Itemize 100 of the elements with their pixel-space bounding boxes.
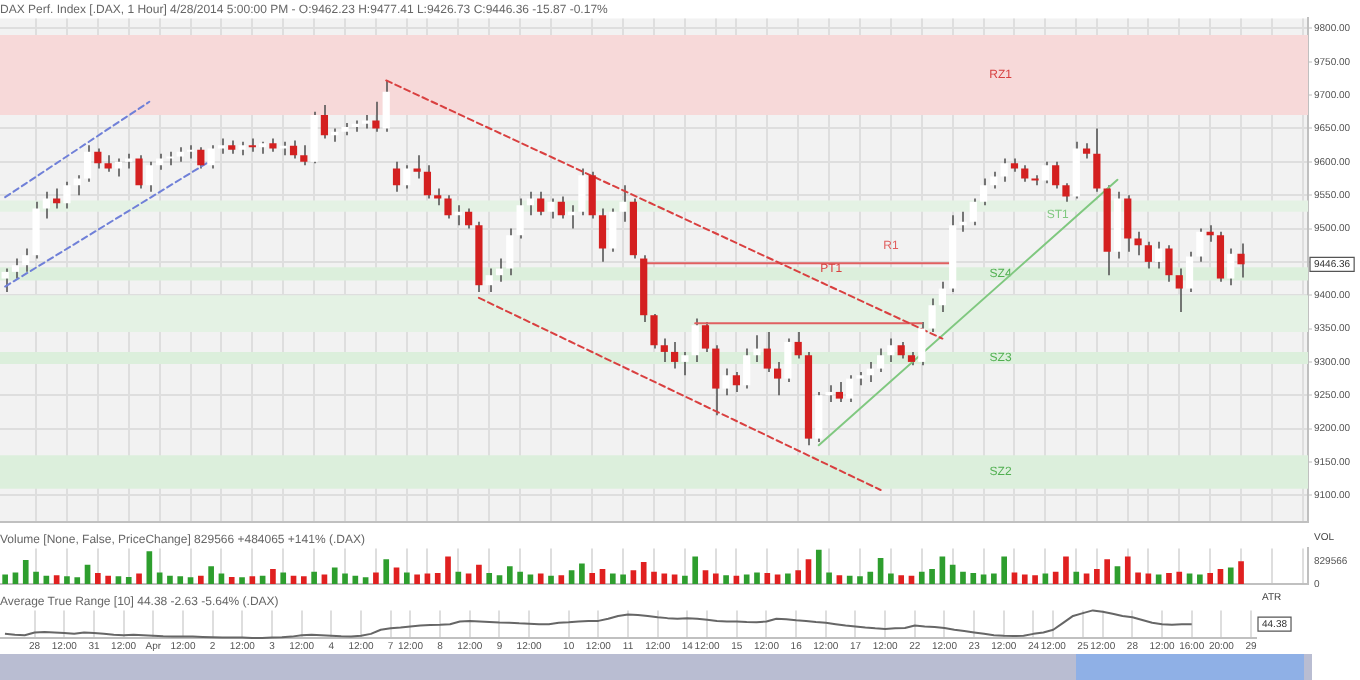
- candlestick: [1175, 267, 1183, 313]
- candlestick: [773, 361, 782, 397]
- candlestick: [11, 257, 20, 280]
- bar: [682, 575, 688, 584]
- candlestick: [1000, 157, 1008, 183]
- bar: [620, 574, 626, 584]
- candlestick: [1237, 242, 1245, 279]
- bar: [960, 571, 966, 584]
- bar: [826, 572, 832, 584]
- candlestick: [320, 104, 329, 140]
- bar: [929, 568, 935, 584]
- bar: [198, 575, 204, 584]
- bar: [651, 571, 657, 584]
- bar: [754, 572, 760, 584]
- candlestick: [660, 337, 668, 363]
- bar: [506, 566, 513, 584]
- candlestick: [413, 154, 421, 180]
- bar: [177, 576, 184, 584]
- bar: [949, 564, 956, 584]
- bar: [846, 575, 853, 584]
- candlestick: [372, 100, 380, 133]
- candlestick: [1041, 161, 1049, 184]
- bar: [2, 574, 8, 584]
- bar: [445, 556, 451, 584]
- bar: [64, 576, 70, 584]
- candlestick: [32, 201, 40, 260]
- bar: [300, 576, 307, 584]
- bar: [115, 576, 122, 584]
- candlestick: [753, 334, 761, 363]
- bar: [105, 575, 111, 584]
- bar: [537, 573, 544, 584]
- candlestick: [248, 137, 256, 153]
- bar: [991, 573, 997, 584]
- bar: [568, 570, 575, 584]
- bar: [764, 573, 771, 584]
- bar: [1197, 574, 1203, 584]
- candlestick: [145, 161, 153, 193]
- candlestick: [1165, 244, 1173, 283]
- bar: [1011, 572, 1018, 584]
- candlestick: [588, 171, 596, 220]
- candlestick: [382, 79, 390, 133]
- bar: [1021, 574, 1028, 584]
- bar: [795, 570, 802, 584]
- bar: [321, 574, 328, 584]
- bar: [239, 577, 245, 584]
- bar: [1052, 571, 1059, 584]
- candlestick: [835, 381, 843, 403]
- candlestick: [289, 139, 298, 160]
- candlestick: [1062, 182, 1070, 203]
- candlestick: [938, 281, 946, 313]
- candlestick: [63, 181, 71, 210]
- candlestick: [1216, 231, 1225, 283]
- candlestick: [1, 267, 9, 293]
- bar: [970, 573, 977, 584]
- bar: [785, 573, 791, 584]
- candlestick: [1134, 231, 1142, 256]
- bar: [33, 571, 39, 584]
- bar: [331, 567, 338, 584]
- candlestick: [197, 146, 205, 170]
- bar: [888, 573, 894, 584]
- candlestick: [825, 384, 833, 403]
- bar: [403, 572, 410, 584]
- candlestick: [465, 207, 473, 230]
- bar: [496, 575, 503, 584]
- candlestick: [846, 374, 854, 403]
- bar: [589, 573, 596, 584]
- bar: [270, 568, 276, 584]
- bar: [167, 575, 173, 584]
- bar: [95, 573, 101, 584]
- bar: [527, 574, 534, 584]
- bar: [743, 574, 750, 584]
- bar: [373, 572, 379, 584]
- candlestick: [619, 184, 627, 223]
- bar: [1063, 556, 1069, 584]
- candlestick: [1031, 174, 1039, 186]
- candlestick: [537, 191, 545, 216]
- bar: [311, 571, 317, 584]
- candlestick: [743, 347, 751, 390]
- bar: [476, 564, 482, 584]
- bar: [1073, 571, 1080, 584]
- candlestick: [784, 337, 792, 383]
- candlestick: [928, 297, 936, 333]
- bar: [918, 571, 925, 584]
- bar: [22, 559, 29, 584]
- bar: [661, 573, 668, 584]
- candlestick: [794, 331, 802, 360]
- candlestick: [763, 331, 771, 373]
- candlestick: [887, 337, 895, 363]
- bar: [156, 572, 163, 584]
- candlestick: [650, 313, 658, 350]
- candlestick: [42, 191, 50, 220]
- candlestick: [557, 195, 565, 220]
- bar: [362, 577, 369, 584]
- candlestick: [516, 197, 524, 240]
- bar: [815, 549, 822, 584]
- bar: [712, 573, 719, 584]
- candlestick: [1052, 161, 1060, 190]
- bar: [249, 576, 256, 584]
- bar: [898, 575, 905, 584]
- bar: [774, 574, 781, 584]
